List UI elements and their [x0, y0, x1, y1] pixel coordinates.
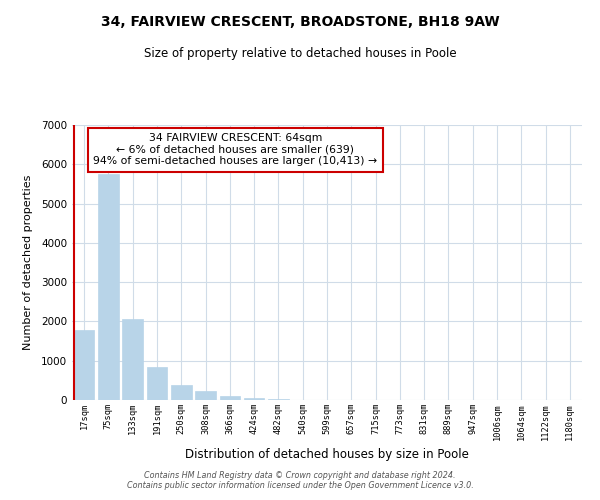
Bar [74, 330, 94, 400]
Text: Size of property relative to detached houses in Poole: Size of property relative to detached ho… [143, 48, 457, 60]
Text: Contains HM Land Registry data © Crown copyright and database right 2024.
Contai: Contains HM Land Registry data © Crown c… [127, 470, 473, 490]
Bar [98, 174, 119, 400]
Y-axis label: Number of detached properties: Number of detached properties [23, 175, 32, 350]
Bar [146, 368, 167, 400]
Bar [195, 391, 216, 400]
X-axis label: Distribution of detached houses by size in Poole: Distribution of detached houses by size … [185, 448, 469, 461]
Bar [244, 398, 265, 400]
Bar [171, 386, 191, 400]
Bar [122, 320, 143, 400]
Text: 34 FAIRVIEW CRESCENT: 64sqm
← 6% of detached houses are smaller (639)
94% of sem: 34 FAIRVIEW CRESCENT: 64sqm ← 6% of deta… [93, 133, 377, 166]
Bar [220, 396, 240, 400]
Text: 34, FAIRVIEW CRESCENT, BROADSTONE, BH18 9AW: 34, FAIRVIEW CRESCENT, BROADSTONE, BH18 … [101, 15, 499, 29]
Bar [268, 399, 289, 400]
